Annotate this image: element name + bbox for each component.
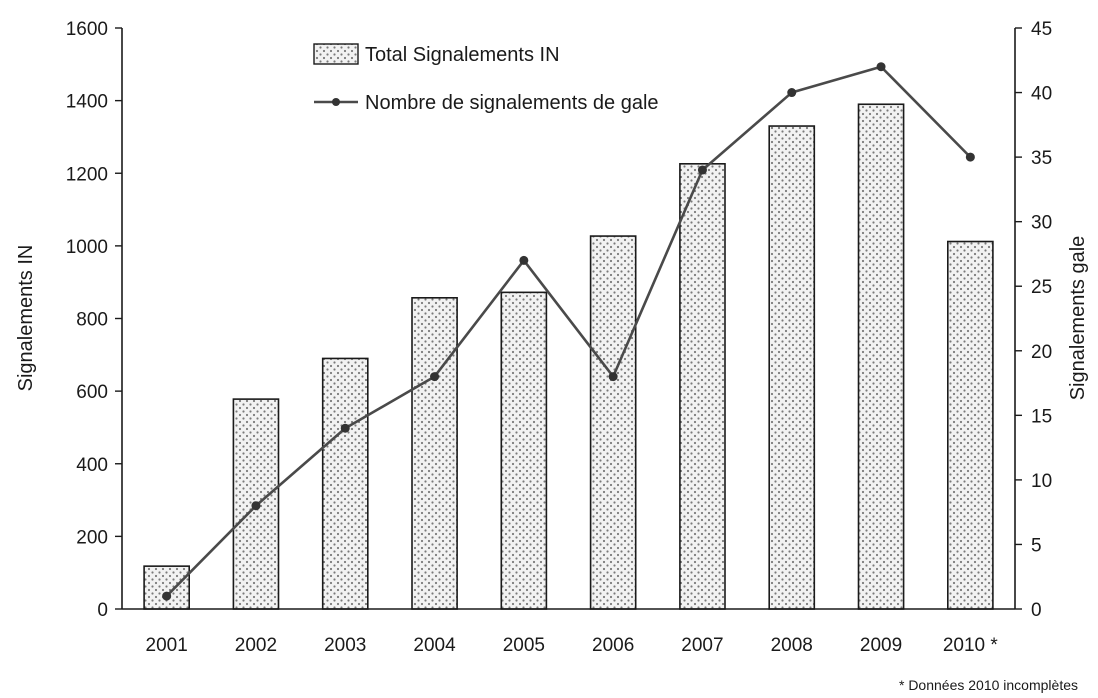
x-tick-label: 2010 *: [943, 635, 999, 656]
y-tick-label-left: 1200: [66, 164, 108, 185]
bar: [768, 125, 816, 610]
line-point: [876, 62, 886, 72]
y-tick-label-right: 30: [1031, 213, 1052, 234]
x-tick-label: 2002: [235, 635, 277, 656]
legend-swatch-marker: [332, 98, 340, 106]
y-tick-label-left: 600: [76, 382, 108, 403]
bar: [947, 240, 994, 610]
line-point: [787, 88, 797, 98]
line-point: [251, 501, 261, 511]
axes-layer: [115, 27, 1022, 610]
y-tick-label-left: 1400: [66, 92, 108, 113]
y-tick-label-left: 0: [97, 600, 108, 621]
footnote: * Données 2010 incomplètes: [899, 677, 1078, 693]
y-tick-label-left: 800: [76, 310, 108, 331]
x-tick-label: 2004: [413, 635, 456, 656]
y-tick-label-right: 40: [1031, 84, 1052, 105]
bar: [143, 565, 190, 610]
y-tick-label-right: 20: [1031, 342, 1052, 363]
line-point: [162, 591, 172, 601]
bar: [589, 235, 637, 610]
line-series-layer: [162, 62, 975, 601]
legend-label-bars: Total Signalements IN: [365, 44, 560, 66]
bar: [321, 357, 369, 610]
bar: [411, 297, 458, 610]
tick-labels-layer: 0 200 400 600 800 1000 1200 1400 1600 0 5 10 15 20 25 3…: [66, 19, 1052, 656]
line-point: [697, 165, 707, 175]
x-tick-label: 2009: [860, 635, 902, 656]
bars-layer: [143, 103, 994, 610]
y-tick-label-left: 400: [76, 455, 108, 476]
line-point: [965, 152, 975, 162]
bar: [500, 291, 548, 610]
y-tick-label-right: 35: [1031, 148, 1052, 169]
x-tick-label: 2007: [681, 635, 723, 656]
y-tick-label-left: 200: [76, 527, 108, 548]
y-tick-label-left: 1600: [66, 19, 108, 40]
line-point: [340, 423, 350, 433]
series-line: [165, 65, 972, 598]
y-tick-label-right: 25: [1031, 277, 1052, 298]
y-axis-title-left: Signalements IN: [15, 245, 37, 392]
y-tick-label-right: 5: [1031, 535, 1042, 556]
x-tick-label: 2001: [146, 635, 188, 656]
x-tick-label: 2003: [324, 635, 366, 656]
y-tick-label-right: 0: [1031, 600, 1042, 621]
y-tick-label-right: 15: [1031, 406, 1052, 427]
y-tick-label-right: 45: [1031, 19, 1052, 40]
x-tick-label: 2008: [771, 635, 813, 656]
line-point: [608, 372, 618, 382]
legend-swatch-bars: [313, 43, 359, 65]
x-tick-label: 2005: [503, 635, 545, 656]
y-tick-label-right: 10: [1031, 471, 1052, 492]
legend: Total Signalements IN Nombre de signalem…: [313, 43, 659, 114]
line-point: [430, 372, 440, 382]
y-axis-title-right: Signalements gale: [1067, 236, 1089, 401]
y-tick-label-left: 1000: [66, 237, 108, 258]
legend-label-line: Nombre de signalements de gale: [365, 92, 659, 114]
bar: [857, 103, 905, 610]
line-point: [519, 255, 529, 265]
x-tick-label: 2006: [592, 635, 634, 656]
bar: [679, 163, 726, 610]
